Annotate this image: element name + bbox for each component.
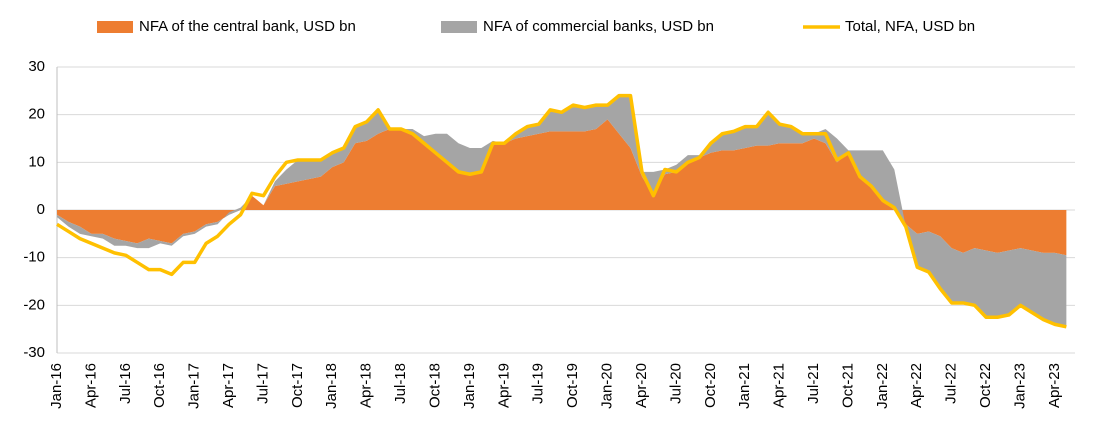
x-tick-label: Apr-20 [633,363,650,408]
x-tick-label: Jul-21 [805,363,822,404]
x-tick-label: Apr-22 [908,363,925,408]
x-tick-label: Jan-21 [736,363,753,409]
y-tick-label: 0 [37,201,45,218]
x-tick-label: Jul-17 [254,363,271,404]
x-tick-label: Oct-20 [702,363,719,408]
legend-label: NFA of the central bank, USD bn [139,18,356,35]
x-tick-label: Oct-22 [977,363,994,408]
legend-label: NFA of commercial banks, USD bn [483,18,714,35]
x-tick-label: Jan-16 [48,363,65,409]
y-tick-label: -10 [23,249,45,266]
x-tick-label: Jan-20 [599,363,616,409]
x-tick-label: Oct-19 [564,363,581,408]
y-tick-label: 20 [28,106,45,123]
x-tick-label: Apr-21 [771,363,788,408]
legend-swatch [97,21,133,33]
x-tick-label: Jul-22 [943,363,960,404]
x-tick-label: Apr-17 [220,363,237,408]
x-tick-label: Apr-18 [358,363,375,408]
y-tick-label: 30 [28,58,45,75]
y-tick-label: 10 [28,153,45,170]
x-tick-label: Oct-18 [426,363,443,408]
x-tick-label: Jan-19 [461,363,478,409]
x-tick-label: Oct-17 [289,363,306,408]
legend-swatch [441,21,477,33]
x-tick-label: Jan-23 [1011,363,1028,409]
x-tick-label: Oct-16 [151,363,168,408]
x-tick-label: Jan-17 [186,363,203,409]
x-tick-label: Apr-23 [1046,363,1063,408]
x-tick-label: Jul-20 [667,363,684,404]
x-tick-label: Apr-16 [82,363,99,408]
y-tick-label: -20 [23,296,45,313]
x-tick-label: Jan-22 [874,363,891,409]
area [57,119,1067,256]
line [56,93,1067,329]
x-tick-label: Jul-18 [392,363,409,404]
x-tick-label: Jan-18 [323,363,340,409]
legend-label: Total, NFA, USD bn [845,18,975,35]
y-tick-label: -30 [23,344,45,361]
x-tick-label: Oct-21 [839,363,856,408]
x-tick-label: Jul-19 [530,363,547,404]
x-tick-label: Jul-16 [117,363,134,404]
x-tick-label: Apr-19 [495,363,512,408]
